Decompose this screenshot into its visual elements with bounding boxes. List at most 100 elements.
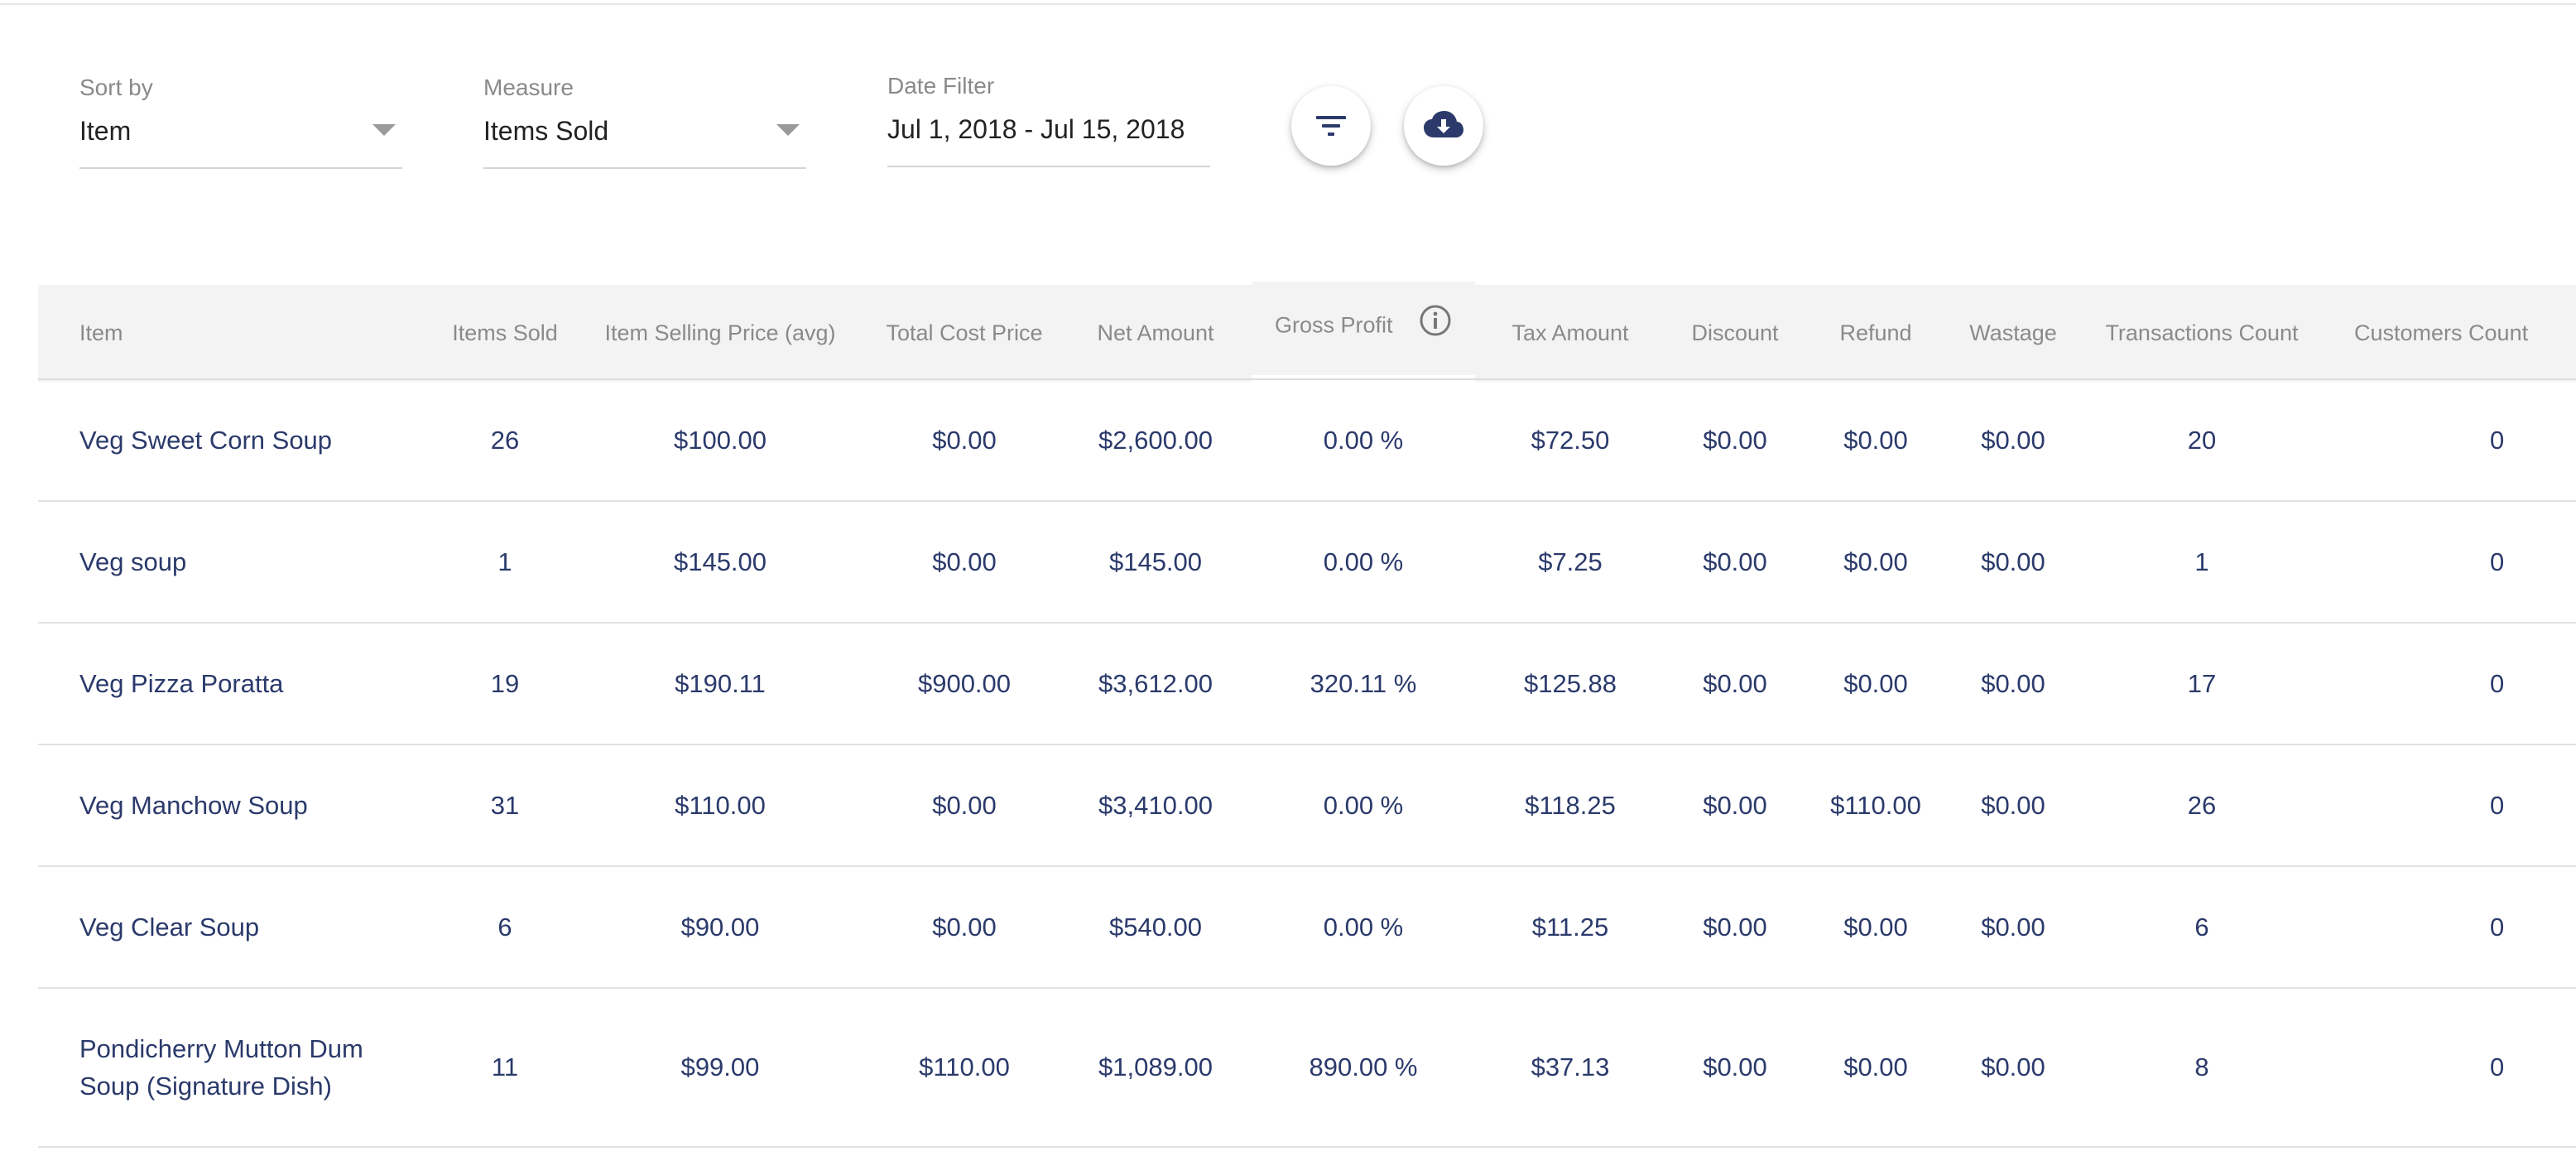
transactions-count-cell: 20 xyxy=(2187,425,2217,455)
measure-label: Measure xyxy=(483,75,574,100)
customers-count-cell: 0 xyxy=(2490,912,2505,942)
customers-count-cell: 0 xyxy=(2490,790,2505,820)
table-row[interactable]: Veg Clear Soup 6 $90.00 $0.00 $540.00 0.… xyxy=(38,866,2576,988)
column-header[interactable]: Customers Count xyxy=(2324,285,2576,383)
discount-cell: $0.00 xyxy=(1703,547,1767,576)
filter-icon xyxy=(1316,116,1346,136)
items-sold-cell: 19 xyxy=(490,668,520,698)
cost-price-cell: $0.00 xyxy=(932,547,997,576)
cost-price-cell: $900.00 xyxy=(917,668,1012,698)
column-header[interactable]: Discount xyxy=(1665,285,1805,383)
net-amount-cell: $145.00 xyxy=(1108,547,1203,576)
tax-amount-cell: $125.88 xyxy=(1523,668,1617,698)
transactions-count-cell: 26 xyxy=(2187,790,2217,820)
transactions-count-cell: 1 xyxy=(2194,547,2209,576)
column-header-label: Gross Profit xyxy=(1274,312,1393,338)
net-amount-cell: $540.00 xyxy=(1108,912,1203,942)
customers-count-cell: 0 xyxy=(2490,547,2505,576)
report-table: Item Items Sold Item Selling Price (avg)… xyxy=(38,282,2576,1156)
date-filter-value: Jul 1, 2018 - Jul 15, 2018 xyxy=(887,114,1185,144)
table-row[interactable]: Veg soup 1 $145.00 $0.00 $145.00 0.00 % … xyxy=(38,501,2576,623)
customers-count-cell: 0 xyxy=(2490,668,2505,698)
wastage-cell: $0.00 xyxy=(1981,668,2045,698)
transactions-count-cell: 6 xyxy=(2194,912,2209,942)
wastage-cell: $0.00 xyxy=(1981,912,2045,942)
cost-price-cell: $0.00 xyxy=(932,912,997,942)
net-amount-cell: $1,089.00 xyxy=(1098,1052,1213,1081)
download-button[interactable] xyxy=(1404,86,1483,166)
selling-price-cell: $100.00 xyxy=(673,425,767,455)
items-sold-cell: 1 xyxy=(497,547,512,576)
column-header[interactable]: Net Amount xyxy=(1060,285,1252,383)
wastage-cell: $0.00 xyxy=(1981,547,2045,576)
sort-by-value: Item xyxy=(79,116,132,146)
wastage-cell: $0.00 xyxy=(1981,1052,2045,1081)
discount-cell: $0.00 xyxy=(1703,425,1767,455)
column-header[interactable]: Transactions Count xyxy=(2079,285,2324,383)
cost-price-cell: $0.00 xyxy=(932,425,997,455)
column-header[interactable]: Refund xyxy=(1805,285,1947,383)
filter-button[interactable] xyxy=(1291,86,1371,166)
selling-price-cell: $145.00 xyxy=(673,547,767,576)
table-row[interactable]: Veg Pizza Poratta 19 $190.11 $900.00 $3,… xyxy=(38,623,2576,744)
table-row[interactable]: Pondicherry Mutton Dum Soup (Signature D… xyxy=(38,988,2576,1147)
table-header-row: Item Items Sold Item Selling Price (avg)… xyxy=(38,282,2576,383)
item-name-cell: Veg Clear Soup xyxy=(79,913,260,942)
selling-price-cell: $190.11 xyxy=(675,668,766,698)
wastage-cell: $0.00 xyxy=(1981,425,2045,455)
item-name-cell: Pondicherry Mutton Dum Soup (Signature D… xyxy=(79,1034,363,1101)
date-filter-field[interactable]: Date Filter Jul 1, 2018 - Jul 15, 2018 xyxy=(887,70,1210,167)
item-name-cell: Veg Manchow Soup xyxy=(79,791,308,820)
column-header[interactable]: Tax Amount xyxy=(1475,285,1665,383)
net-amount-cell: $3,612.00 xyxy=(1098,668,1213,698)
gross-profit-cell: 0.00 % xyxy=(1323,912,1404,942)
top-divider xyxy=(0,0,2576,5)
gross-profit-cell: 0.00 % xyxy=(1323,425,1404,455)
refund-cell: $0.00 xyxy=(1843,547,1908,576)
gross-profit-cell: 890.00 % xyxy=(1309,1052,1418,1081)
selling-price-cell: $99.00 xyxy=(680,1052,760,1081)
chevron-down-icon xyxy=(372,124,396,136)
column-header-gross-profit[interactable]: Gross Profit xyxy=(1252,282,1475,377)
column-header[interactable]: Wastage xyxy=(1947,285,2079,383)
date-filter-label: Date Filter xyxy=(887,73,995,99)
info-icon[interactable] xyxy=(1419,304,1452,343)
cost-price-cell: $110.00 xyxy=(919,1052,1010,1081)
refund-cell: $0.00 xyxy=(1843,668,1908,698)
gross-profit-cell: 320.11 % xyxy=(1310,668,1417,698)
cost-price-cell: $0.00 xyxy=(932,790,997,820)
transactions-count-cell: 17 xyxy=(2187,668,2217,698)
tax-amount-cell: $118.25 xyxy=(1525,790,1616,820)
net-amount-cell: $3,410.00 xyxy=(1098,790,1213,820)
discount-cell: $0.00 xyxy=(1703,912,1767,942)
table-row[interactable]: Veg Sweet Corn Soup 26 $100.00 $0.00 $2,… xyxy=(38,379,2576,501)
selling-price-cell: $90.00 xyxy=(680,912,760,942)
refund-cell: $0.00 xyxy=(1843,912,1908,942)
items-sold-cell: 11 xyxy=(491,1052,519,1081)
tax-amount-cell: $72.50 xyxy=(1531,425,1610,455)
column-header[interactable]: Items Sold xyxy=(439,285,571,383)
items-sold-cell: 26 xyxy=(490,425,520,455)
net-amount-cell: $2,600.00 xyxy=(1098,425,1213,455)
gross-profit-cell: 0.00 % xyxy=(1323,547,1404,576)
transactions-count-cell: 8 xyxy=(2194,1052,2209,1081)
customers-count-cell: 0 xyxy=(2490,1052,2505,1081)
items-sold-cell: 31 xyxy=(490,790,520,820)
column-header[interactable]: Item Selling Price (avg) xyxy=(571,285,869,383)
chevron-down-icon xyxy=(776,124,800,136)
discount-cell: $0.00 xyxy=(1703,1052,1767,1081)
measure-select[interactable]: Measure Items Sold xyxy=(483,71,806,169)
column-header[interactable]: Item xyxy=(38,285,439,383)
sort-by-label: Sort by xyxy=(79,75,153,100)
item-name-cell: Veg Pizza Poratta xyxy=(79,669,284,698)
discount-cell: $0.00 xyxy=(1703,668,1767,698)
selling-price-cell: $110.00 xyxy=(675,790,766,820)
table-row[interactable]: Veg Manchow Soup 31 $110.00 $0.00 $3,410… xyxy=(38,744,2576,866)
wastage-cell: $0.00 xyxy=(1981,790,2045,820)
column-header[interactable]: Total Cost Price xyxy=(869,285,1060,383)
sort-by-select[interactable]: Sort by Item xyxy=(79,71,402,169)
measure-value: Items Sold xyxy=(483,116,609,146)
tax-amount-cell: $7.25 xyxy=(1538,547,1603,576)
refund-cell: $110.00 xyxy=(1830,790,1921,820)
gross-profit-cell: 0.00 % xyxy=(1323,790,1404,820)
